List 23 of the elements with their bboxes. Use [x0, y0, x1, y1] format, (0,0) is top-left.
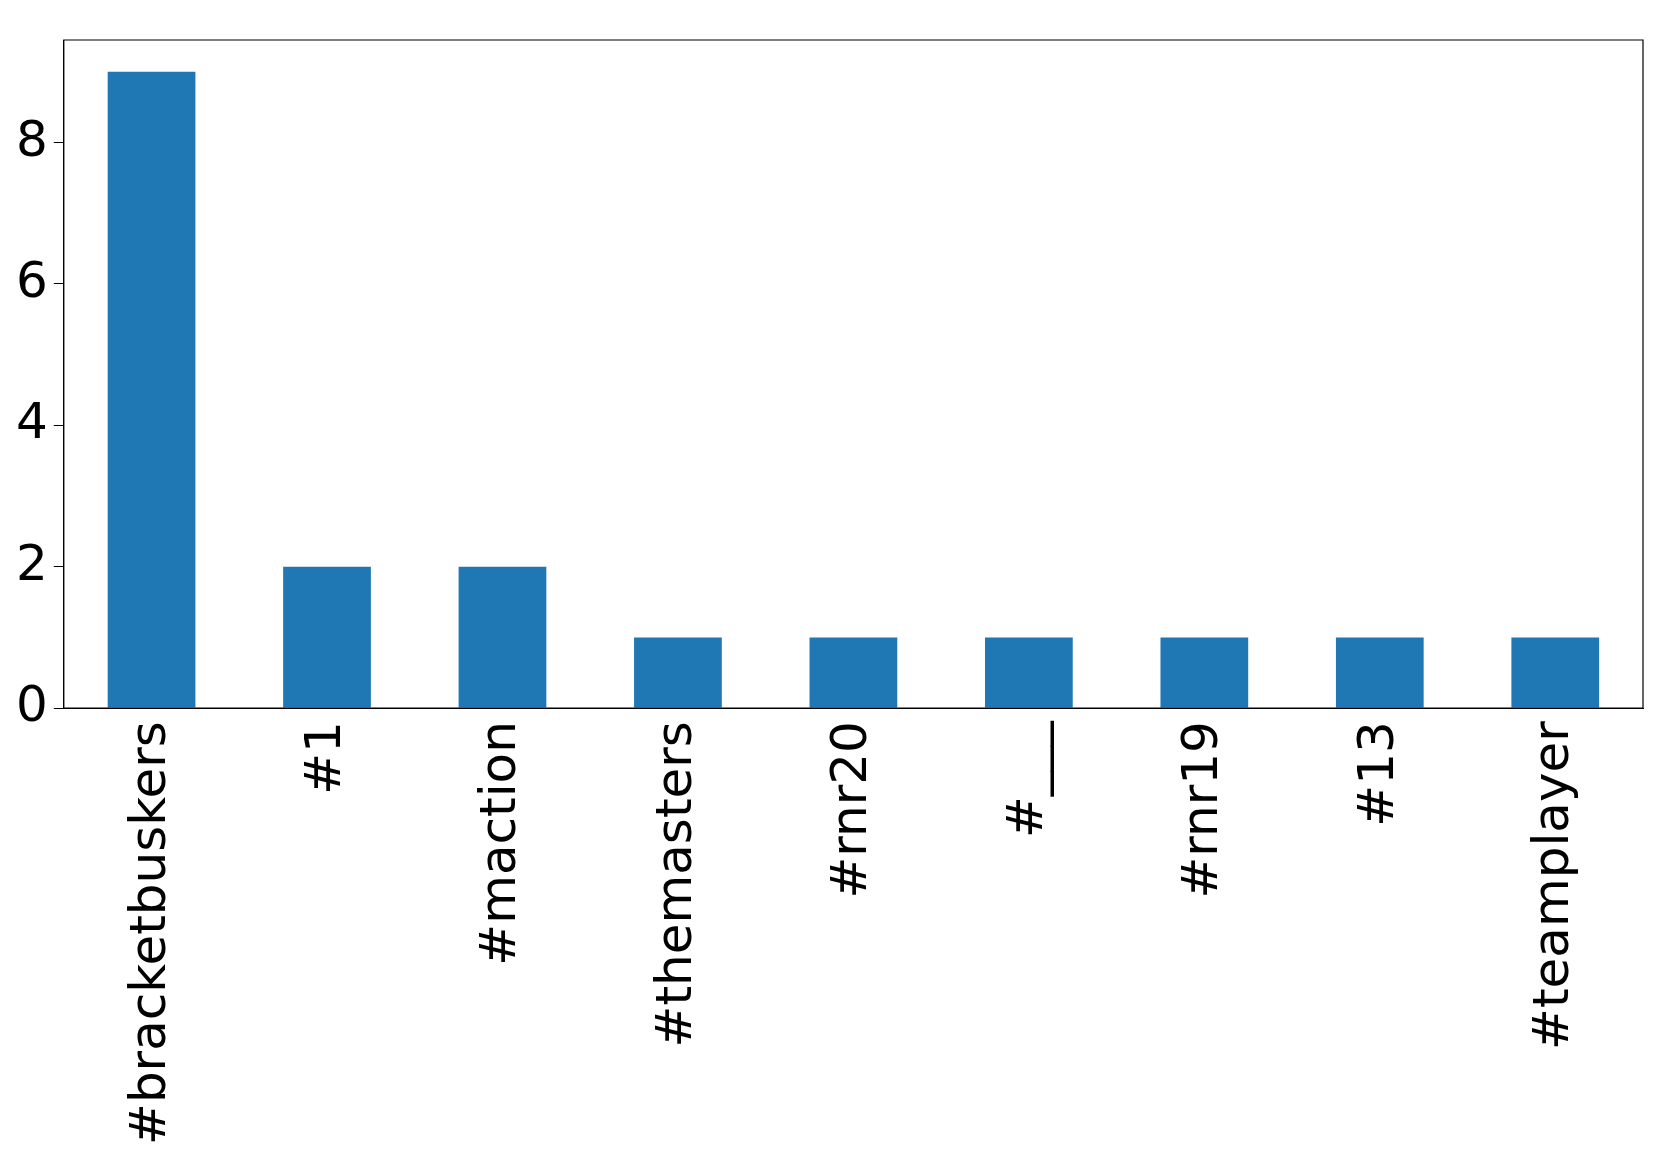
bar — [283, 566, 371, 708]
bar — [985, 637, 1073, 708]
x-tick-label: #rnr19 — [1171, 721, 1230, 899]
bar — [458, 566, 547, 708]
bar — [107, 71, 196, 708]
x-tick-label: #rnr20 — [820, 721, 879, 899]
bar — [634, 637, 722, 708]
x-tick-label: #themasters — [644, 721, 703, 1048]
bar — [1511, 637, 1600, 708]
bar — [809, 637, 898, 708]
x-tick-label: #1 — [293, 721, 352, 795]
x-tick-label: #teamplayer — [1522, 720, 1581, 1050]
x-tick-label: #maction — [469, 721, 528, 966]
x-tick-label: #13 — [1346, 721, 1405, 827]
x-tick-label: #bracketbuskers — [118, 721, 177, 1146]
y-tick-label: 2 — [16, 533, 48, 592]
bar — [1335, 637, 1424, 708]
y-tick-label: 8 — [16, 109, 48, 168]
y-tick-label: 4 — [16, 392, 48, 451]
y-tick-label: 0 — [16, 675, 48, 734]
x-tick-label: #___ — [995, 720, 1054, 839]
y-tick-label: 6 — [16, 250, 48, 309]
bar — [1160, 637, 1249, 708]
